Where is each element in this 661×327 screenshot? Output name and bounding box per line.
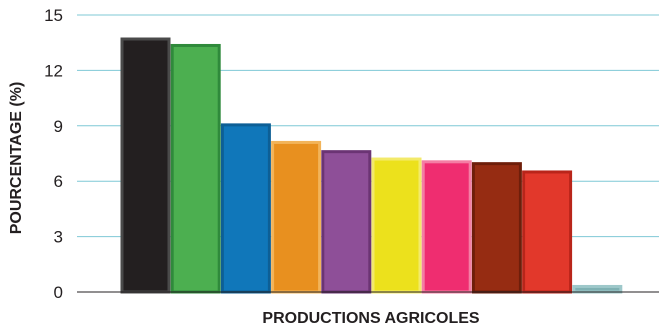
- y-tick-label: 6: [54, 172, 63, 191]
- y-tick-label: 0: [54, 283, 63, 302]
- bar-10: [572, 284, 623, 294]
- bar-9: [522, 170, 573, 294]
- bar-6: [371, 157, 422, 294]
- y-axis-title: POURCENTAGE (%): [8, 82, 25, 235]
- bar-3: [220, 123, 271, 294]
- bar-8: [471, 162, 522, 294]
- bars: [120, 37, 623, 294]
- y-tick-labels: 0 3 6 9 12 15: [44, 6, 63, 302]
- bar-4: [271, 140, 322, 294]
- y-tick-label: 9: [54, 117, 63, 136]
- bar-7: [421, 160, 472, 294]
- bar-5: [321, 150, 372, 294]
- y-tick-label: 12: [44, 61, 63, 80]
- bar-1: [120, 37, 171, 294]
- y-tick-label: 15: [44, 6, 63, 25]
- y-tick-label: 3: [54, 228, 63, 247]
- x-axis-title: PRODUCTIONS AGRICOLES: [262, 310, 480, 327]
- bar-2: [170, 43, 221, 294]
